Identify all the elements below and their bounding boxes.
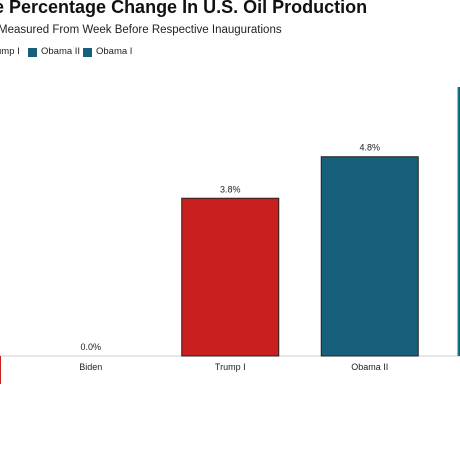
bar [320,156,419,357]
x-tick-label: Biden [79,362,102,372]
clipped-bar-left [0,356,1,384]
plot-area: 0.0% Biden 3.8% Trump I 4.8% Obama II [0,87,460,384]
x-tick-label: Trump I [215,362,246,372]
legend-swatch [83,47,92,57]
data-label: 3.8% [220,184,241,194]
legend-item-obama-i[interactable]: Obama I [83,44,132,60]
legend-swatch [28,47,37,57]
bar [181,197,280,357]
data-label: 4.8% [359,143,380,153]
legend-label: ump I [0,46,20,57]
clipped-bar-right [458,87,460,356]
chart-subtitle: Measured From Week Before Respective Ina… [0,24,282,36]
legend-label: Obama II [41,46,81,57]
data-label: 0.0% [80,342,101,352]
chart-title: ate Percentage Change In U.S. Oil Produc… [0,0,368,17]
legend-item-obama-ii[interactable]: Obama II [28,44,80,60]
legend-item-trump-i[interactable]: ump I [0,44,20,60]
x-tick-label: Obama II [351,362,388,372]
legend-label: Obama I [96,46,133,57]
